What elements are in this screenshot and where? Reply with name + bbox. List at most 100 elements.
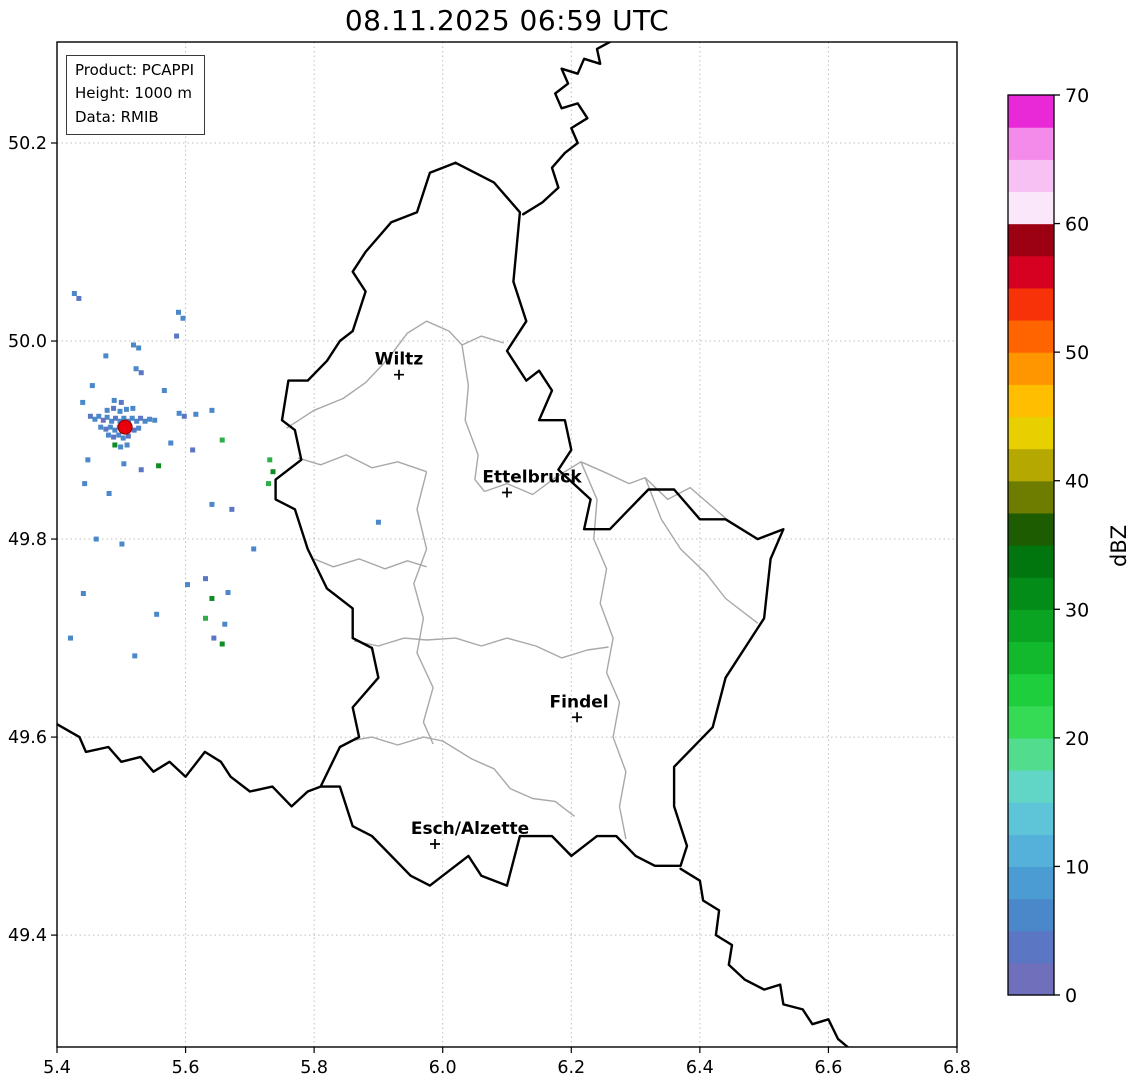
y-tick-label: 49.8 <box>8 530 47 550</box>
colorbar-cell <box>1008 834 1054 868</box>
y-tick-label: 50.0 <box>8 332 47 352</box>
radar-echo <box>375 519 381 525</box>
city-label: Ettelbruck <box>482 468 582 488</box>
country-border-france_germany_southeast <box>679 867 849 1047</box>
colorbar-tick-label: 20 <box>1065 728 1089 750</box>
radar-echo <box>209 407 215 413</box>
radar-echo <box>121 415 127 421</box>
region-border <box>313 558 427 570</box>
plot-frame <box>56 41 958 1048</box>
radar-echo <box>251 546 257 552</box>
radar-site-dot <box>117 419 133 435</box>
radar-echo <box>211 635 217 641</box>
radar-echo <box>105 432 111 438</box>
info-line-height: Height: 1000 m <box>75 84 192 103</box>
info-line-data: Data: RMIB <box>75 107 159 126</box>
colorbar-cell <box>1008 127 1054 160</box>
colorbar-cell <box>1008 577 1054 610</box>
radar-echo <box>118 399 124 405</box>
radar-echo <box>111 397 117 403</box>
city-marker <box>394 369 404 380</box>
colorbar-cell <box>1008 352 1054 385</box>
country-border-belgium_france_southwest <box>57 723 322 808</box>
radar-echo <box>111 434 117 440</box>
radar-echo <box>267 457 273 463</box>
radar-echo <box>136 425 142 431</box>
colorbar-tick-label: 30 <box>1065 599 1089 621</box>
radar-echo <box>136 345 142 351</box>
radar-echo <box>266 481 271 487</box>
radar-echo <box>80 399 86 405</box>
region-border <box>580 461 627 840</box>
colorbar-cell <box>1008 930 1054 964</box>
radar-echo <box>104 414 110 420</box>
radar-echo <box>132 653 138 659</box>
radar-echo <box>103 426 109 432</box>
radar-echo <box>270 469 276 475</box>
city-marker <box>572 712 583 723</box>
colorbar-cell <box>1008 191 1054 225</box>
region-border <box>644 477 759 624</box>
radar-echo <box>174 333 180 339</box>
colorbar-tick-label: 10 <box>1065 856 1089 878</box>
radar-echo <box>106 491 112 497</box>
x-tick-label: 5.8 <box>300 1058 328 1078</box>
radar-echo <box>87 413 93 419</box>
x-tick-label: 6.8 <box>943 1058 971 1078</box>
city-marker <box>502 487 512 498</box>
region-border <box>297 454 427 473</box>
region-border <box>286 320 505 429</box>
radar-echo <box>80 591 86 597</box>
x-tick-label: 6.6 <box>815 1058 843 1078</box>
city-marker <box>430 839 440 850</box>
radar-echo <box>138 467 144 473</box>
radar-echo <box>176 410 182 416</box>
region-border <box>413 471 434 745</box>
y-tick-label: 50.2 <box>8 134 47 154</box>
radar-echo <box>152 417 158 423</box>
radar-echo <box>96 413 102 419</box>
region-border <box>349 736 575 817</box>
colorbar-cell <box>1008 705 1054 739</box>
radar-echo <box>111 405 117 411</box>
radar-echo <box>93 536 99 542</box>
radar-echo <box>98 424 104 430</box>
radar-echo <box>85 457 91 463</box>
radar-echo <box>68 635 73 641</box>
colorbar-cell <box>1008 448 1054 482</box>
y-tick-label: 49.4 <box>8 926 47 946</box>
radar-echo <box>154 611 160 617</box>
radar-echo <box>120 435 126 441</box>
colorbar-cell <box>1008 962 1054 996</box>
radar-echo <box>222 621 228 627</box>
radar-echo <box>168 440 174 446</box>
colorbar-cell <box>1008 609 1054 643</box>
x-tick-label: 5.4 <box>43 1058 71 1078</box>
radar-echo <box>203 576 208 582</box>
colorbar-cell <box>1008 866 1054 900</box>
colorbar-tick-label: 40 <box>1065 471 1089 493</box>
colorbar-cell <box>1008 898 1054 932</box>
radar-echo <box>116 432 122 438</box>
country-border-belgium_germany_north <box>521 42 612 216</box>
radar-echo <box>133 366 139 372</box>
colorbar-tick-label: 0 <box>1065 985 1077 1007</box>
colorbar-cell <box>1008 512 1054 546</box>
radar-echo <box>209 595 215 601</box>
radar-echo <box>190 447 196 453</box>
y-tick-label: 49.6 <box>8 728 47 748</box>
region-border <box>426 637 609 659</box>
colorbar-cell <box>1008 255 1054 289</box>
radar-echo <box>181 413 187 419</box>
radar-echo <box>76 295 82 301</box>
colorbar-cell <box>1008 287 1054 321</box>
radar-echo <box>119 541 125 547</box>
x-tick-label: 6.2 <box>557 1058 585 1078</box>
colorbar-cell <box>1008 159 1054 193</box>
figure-title: 08.11.2025 06:59 UTC <box>344 4 670 37</box>
radar-echo <box>225 590 231 596</box>
radar-echo <box>121 461 127 467</box>
radar-echo <box>209 501 215 507</box>
radar-echo <box>219 437 225 443</box>
